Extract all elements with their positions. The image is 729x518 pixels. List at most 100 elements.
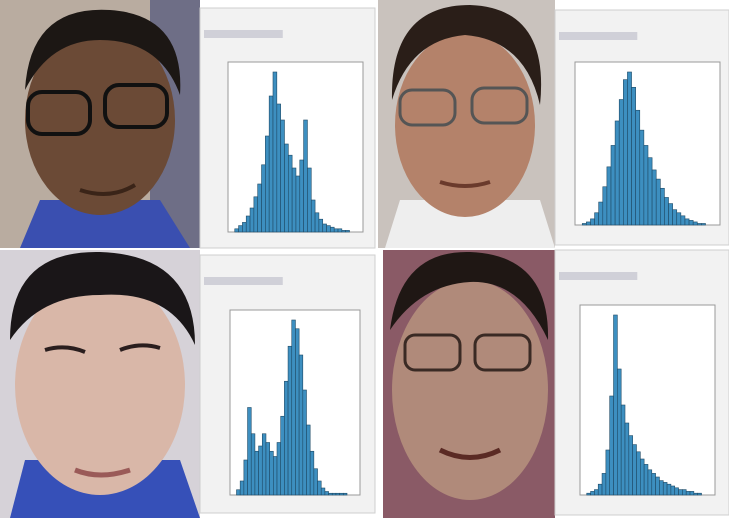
histogram-bar (659, 481, 663, 495)
histogram-bar (346, 230, 350, 232)
histogram-bar (591, 491, 595, 495)
histogram-bar (679, 490, 683, 495)
histogram-bar (686, 491, 690, 495)
histogram-bar (329, 493, 333, 495)
histogram-bar (273, 72, 277, 232)
histogram-bar (259, 446, 263, 495)
histogram-bar (288, 346, 292, 495)
histogram-bar (265, 136, 269, 232)
histogram-bar (340, 493, 344, 495)
histogram-bar (606, 450, 610, 495)
histogram-bar (614, 315, 618, 495)
histogram-bar (652, 170, 656, 225)
histogram-bar (617, 369, 621, 495)
histogram-bar (281, 120, 285, 232)
histogram-bar (675, 488, 679, 495)
histogram-bar (685, 219, 689, 225)
histogram-bar (629, 436, 633, 495)
histogram-bar (314, 469, 318, 495)
toolbar (559, 272, 637, 280)
histogram-bar (332, 493, 336, 495)
histogram-bar (338, 229, 342, 232)
histogram-bar (698, 493, 702, 495)
histogram-bar (681, 216, 685, 225)
histogram-bar (671, 486, 675, 495)
histogram-bar (690, 491, 694, 495)
histogram-bar (296, 176, 300, 232)
histogram-bar (587, 493, 591, 495)
histogram-bar (295, 329, 299, 495)
histogram-bar (273, 457, 277, 496)
histogram-bar (336, 493, 340, 495)
histogram-bar (244, 460, 248, 495)
histogram-bar (697, 223, 701, 225)
histogram-bar (254, 197, 258, 232)
histogram-bar (636, 452, 640, 495)
histogram-bar (610, 396, 614, 495)
histogram-bar (627, 72, 631, 225)
collage (0, 0, 729, 518)
histogram-bar (240, 481, 244, 495)
histogram-bar (625, 423, 629, 495)
histogram-bar (255, 451, 259, 495)
histogram-bar (310, 451, 314, 495)
histogram-bar (669, 204, 673, 225)
toolbar (559, 32, 637, 40)
histogram-bar (652, 473, 656, 495)
histogram-bar (598, 484, 602, 495)
histogram-bar (323, 224, 327, 232)
histogram-bar (266, 443, 270, 496)
histogram-bar (343, 493, 347, 495)
histogram-bar (594, 490, 598, 495)
histogram-bar (318, 481, 322, 495)
histogram-bar (242, 222, 246, 232)
histogram-bar (648, 470, 652, 495)
histogram-bar (334, 229, 338, 232)
histogram-bar (304, 120, 308, 232)
histogram-bar (327, 226, 331, 232)
histogram-bar (258, 184, 262, 232)
histogram-bar (315, 213, 319, 232)
histogram-bar (277, 104, 281, 232)
histogram-bar (306, 425, 310, 495)
histogram-bar (311, 200, 315, 232)
face-photo (0, 250, 200, 518)
histogram-bar (595, 213, 599, 225)
histogram-bar (342, 230, 346, 232)
histogram-bar (292, 320, 296, 495)
histogram-bar (611, 145, 615, 225)
histogram-bar (689, 220, 693, 225)
face-photo (0, 0, 200, 248)
histogram-bar (288, 155, 292, 232)
histogram-bar (292, 168, 296, 232)
toolbar (204, 30, 283, 38)
histogram-bar (694, 493, 698, 495)
histogram-bar (615, 121, 619, 225)
histogram-bar (319, 219, 323, 232)
face-photo (378, 0, 555, 248)
histogram-bar (251, 434, 255, 495)
face-photo (383, 250, 555, 518)
histogram-bar (248, 408, 252, 496)
histogram-bar (300, 160, 304, 232)
histogram-bar (682, 490, 686, 495)
histogram-bar (632, 87, 636, 225)
histogram-bar (667, 484, 671, 495)
histogram-bar (239, 226, 243, 232)
histogram-bar (693, 222, 697, 225)
histogram-bar (599, 202, 603, 225)
histogram-bar (262, 434, 266, 495)
histogram-bar (633, 445, 637, 495)
histogram-bar (673, 210, 677, 225)
histogram-bar (281, 416, 285, 495)
histogram-bar (330, 227, 334, 232)
histogram-bar (644, 145, 648, 225)
histogram-bar (307, 168, 311, 232)
histogram-bar (619, 100, 623, 225)
histogram-bar (663, 482, 667, 495)
histogram-bar (640, 459, 644, 495)
histogram-bar (303, 390, 307, 495)
histogram-bar (277, 443, 281, 496)
histogram-bar (636, 110, 640, 225)
histogram-bar (284, 381, 288, 495)
